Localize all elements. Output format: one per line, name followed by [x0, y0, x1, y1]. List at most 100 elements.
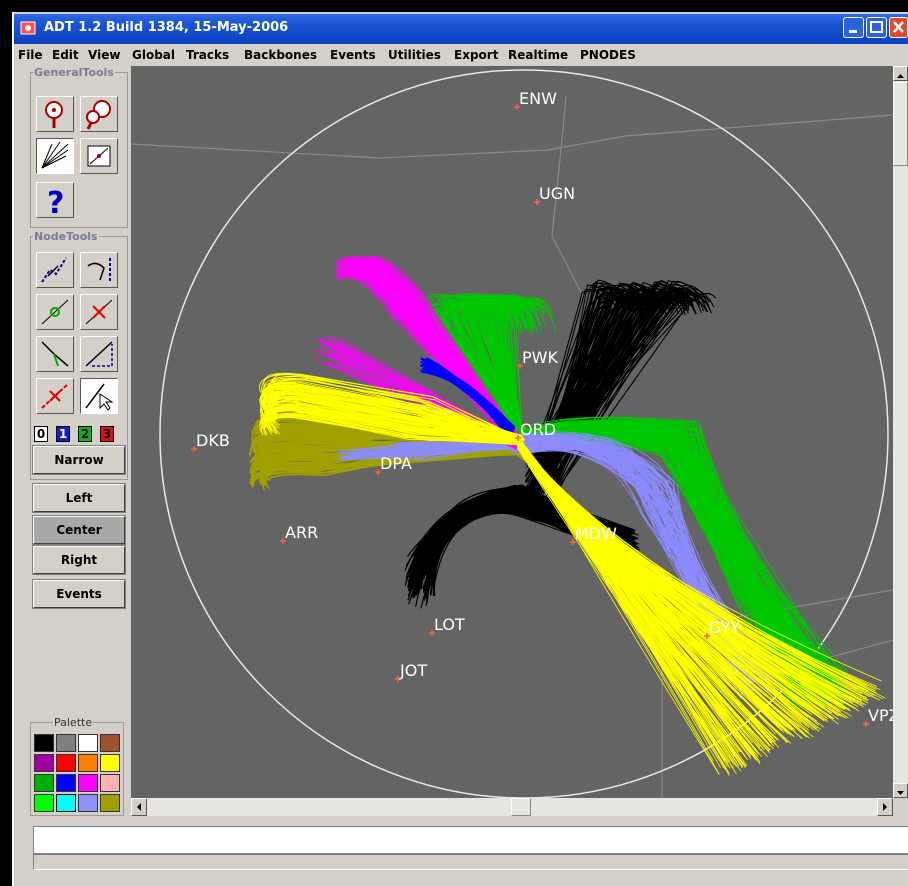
- station-jot[interactable]: JOT: [395, 661, 427, 682]
- palette-swatch[interactable]: [78, 754, 98, 772]
- menu-global[interactable]: Global: [132, 48, 176, 62]
- station-pwk[interactable]: PWK: [517, 348, 558, 369]
- palette-swatch[interactable]: [100, 774, 120, 792]
- flight-track: [529, 417, 804, 698]
- narrow-button[interactable]: Narrow: [32, 445, 126, 475]
- horizontal-scrollbar[interactable]: [131, 798, 893, 816]
- node-stretch-tool[interactable]: [80, 336, 118, 372]
- menu-file[interactable]: File: [18, 48, 43, 62]
- palette-swatch[interactable]: [56, 754, 76, 772]
- station-label: LOT: [434, 615, 465, 634]
- scroll-right-button[interactable]: [877, 798, 893, 816]
- palette-swatch[interactable]: [78, 774, 98, 792]
- level-0-box[interactable]: 0: [34, 426, 48, 442]
- palette-swatch[interactable]: [34, 734, 54, 752]
- status-text-field[interactable]: [33, 826, 908, 854]
- station-lot[interactable]: LOT: [429, 615, 465, 636]
- station-marker-icon: [704, 633, 710, 639]
- horizontal-scroll-thumb[interactable]: [511, 798, 531, 816]
- scroll-up-button[interactable]: [893, 66, 908, 81]
- station-marker-icon: [863, 721, 869, 727]
- menu-view[interactable]: View: [88, 48, 121, 62]
- flight-track: [267, 384, 516, 445]
- maximize-button[interactable]: [866, 17, 887, 38]
- vertical-scroll-thumb[interactable]: [893, 82, 908, 166]
- node-split-tool[interactable]: [36, 336, 74, 372]
- flight-track: [270, 414, 522, 439]
- left-view-button[interactable]: Left: [32, 483, 126, 513]
- palette-swatch[interactable]: [78, 734, 98, 752]
- track-fan-tool[interactable]: [36, 138, 74, 174]
- station-label: ARR: [285, 523, 318, 542]
- flight-track: [354, 275, 524, 447]
- station-arr[interactable]: ARR: [280, 523, 318, 544]
- map-canvas[interactable]: ENW UGN PWK ORD DKB DPA ARR MDW LOT JOT GYY VPZ: [131, 66, 893, 798]
- flight-track: [518, 447, 882, 682]
- palette-swatch[interactable]: [100, 734, 120, 752]
- palette-swatch[interactable]: [34, 794, 54, 812]
- center-view-button[interactable]: Center: [32, 515, 126, 545]
- station-marker-icon: [375, 469, 381, 475]
- node-select-tool[interactable]: [80, 378, 118, 414]
- menu-pnodes[interactable]: PNODES: [580, 48, 636, 62]
- help-tool[interactable]: ?: [36, 182, 74, 218]
- scroll-down-button[interactable]: [893, 783, 908, 798]
- menu-export[interactable]: Export: [454, 48, 499, 62]
- menu-backbones[interactable]: Backbones: [244, 48, 317, 62]
- vertical-scrollbar[interactable]: [893, 66, 908, 798]
- node-delete-tool[interactable]: [80, 294, 118, 330]
- station-gyy[interactable]: GYY: [704, 618, 740, 639]
- station-dkb[interactable]: DKB: [191, 431, 230, 452]
- station-enw[interactable]: ENW: [514, 89, 557, 110]
- flight-track: [362, 267, 517, 450]
- menu-tracks[interactable]: Tracks: [186, 48, 230, 62]
- flight-track: [259, 407, 522, 441]
- level-1-box[interactable]: 1: [56, 426, 70, 442]
- palette-swatch[interactable]: [100, 754, 120, 772]
- palette-swatch[interactable]: [56, 794, 76, 812]
- node-add-tool[interactable]: [36, 294, 74, 330]
- palette-swatch[interactable]: [78, 794, 98, 812]
- palette-swatch[interactable]: [56, 774, 76, 792]
- magenta-tracks: [334, 256, 526, 450]
- zoom-fit-tool[interactable]: [80, 138, 118, 174]
- node-move-tool[interactable]: [36, 252, 74, 288]
- palette-swatch[interactable]: [56, 734, 76, 752]
- menu-utilities[interactable]: Utilities: [388, 48, 441, 62]
- window-title: ADT 1.2 Build 1384, 15-May-2006: [44, 20, 289, 35]
- palette-swatch[interactable]: [100, 794, 120, 812]
- menu-events[interactable]: Events: [330, 48, 376, 62]
- level-3-box[interactable]: 3: [100, 426, 114, 442]
- events-button[interactable]: Events: [32, 579, 126, 609]
- close-button[interactable]: [889, 17, 908, 38]
- minimize-button[interactable]: [843, 17, 864, 38]
- level-2-box[interactable]: 2: [78, 426, 92, 442]
- zoom-in-tool[interactable]: [36, 96, 74, 132]
- title-bar[interactable]: ADT 1.2 Build 1384, 15-May-2006: [14, 14, 908, 44]
- general-tools-legend: GeneralTools: [34, 66, 114, 79]
- link-delete-tool[interactable]: [36, 378, 74, 414]
- station-ord[interactable]: ORD: [515, 420, 556, 441]
- palette-swatch[interactable]: [34, 774, 54, 792]
- node-select-icon: [85, 383, 114, 411]
- zoom-region-tool[interactable]: [80, 96, 118, 132]
- station-label: PWK: [522, 348, 558, 367]
- node-rotate-tool[interactable]: [80, 252, 118, 288]
- zoom-in-icon: [45, 101, 63, 128]
- flight-track: [337, 272, 524, 447]
- station-label: ENW: [519, 89, 557, 108]
- menu-realtime[interactable]: Realtime: [508, 48, 569, 62]
- station-dpa[interactable]: DPA: [375, 454, 412, 475]
- menu-edit[interactable]: Edit: [52, 48, 79, 62]
- maximize-icon: [870, 21, 883, 33]
- flight-track: [335, 275, 518, 441]
- palette-swatch[interactable]: [34, 754, 54, 772]
- right-view-button[interactable]: Right: [32, 545, 126, 575]
- station-vpz[interactable]: VPZ: [863, 706, 893, 727]
- station-ugn[interactable]: UGN: [534, 184, 575, 205]
- app-icon: [20, 21, 36, 35]
- map-svg[interactable]: ENW UGN PWK ORD DKB DPA ARR MDW LOT JOT GYY VPZ: [131, 66, 893, 798]
- scroll-left-button[interactable]: [131, 798, 147, 816]
- station-mdw[interactable]: MDW: [570, 524, 617, 545]
- station-label: GYY: [709, 618, 740, 637]
